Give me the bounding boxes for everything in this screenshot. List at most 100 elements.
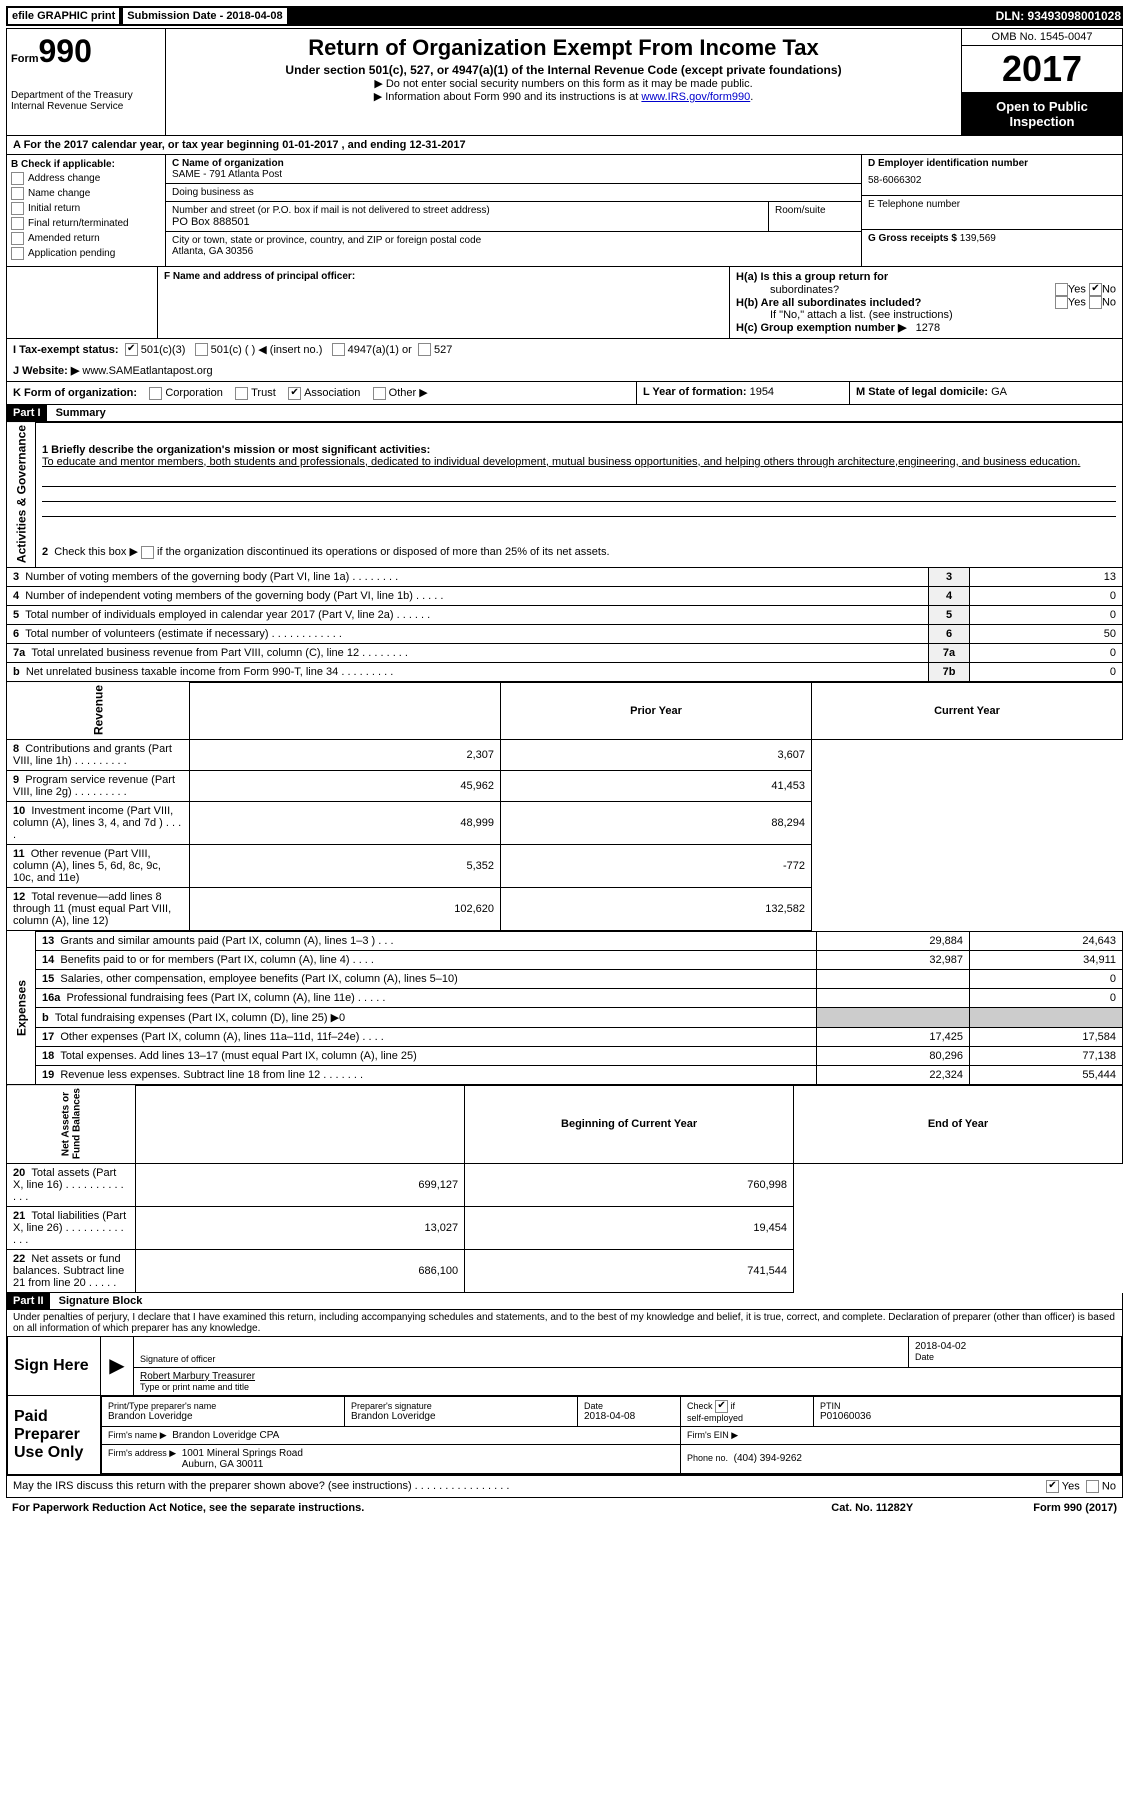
section-a: A For the 2017 calendar year, or tax yea… (6, 136, 1123, 155)
discuss-text: May the IRS discuss this return with the… (13, 1480, 509, 1492)
m-state: M State of legal domicile: GA (849, 382, 1122, 404)
ha-sub: subordinates? (736, 284, 839, 296)
gov-val: 50 (970, 624, 1123, 643)
city-label: City or town, state or province, country… (172, 235, 855, 246)
net-prior: 699,127 (136, 1163, 465, 1206)
k-other-cb[interactable] (373, 387, 386, 400)
hb-note: If "No," attach a list. (see instruction… (736, 309, 1116, 321)
b-checkbox-label: Name change (28, 188, 90, 199)
sig-date-cell: 2018-04-02 Date (909, 1336, 1122, 1367)
submission-date: Submission Date - 2018-04-08 (123, 8, 286, 24)
rev-desc: 11 Other revenue (Part VIII, column (A),… (7, 844, 190, 887)
end-year-header: End of Year (794, 1085, 1123, 1163)
ein-cell: D Employer identification number 58-6066… (862, 155, 1122, 196)
current-year-header: Current Year (811, 682, 1122, 739)
prior-year-header: Prior Year (501, 682, 812, 739)
exp-prior: 29,884 (817, 931, 970, 950)
ptin-label: PTIN (820, 1401, 1114, 1411)
ha-no-cb[interactable] (1089, 283, 1102, 296)
l-val: 1954 (750, 386, 774, 398)
b-checkbox[interactable] (11, 217, 24, 230)
omb-number: OMB No. 1545-0047 (962, 29, 1122, 46)
exp-current: 77,138 (970, 1046, 1123, 1065)
self-emp-cb[interactable] (715, 1400, 728, 1413)
ha-sub-row: subordinates? Yes No (736, 283, 1116, 296)
net-desc: 21 Total liabilities (Part X, line 26) .… (7, 1206, 136, 1249)
part1-badge: Part I (7, 405, 47, 421)
gov-box: 6 (929, 624, 970, 643)
fh-spacer (7, 267, 158, 338)
k-trust-cb[interactable] (235, 387, 248, 400)
exp-current: 17,584 (970, 1027, 1123, 1046)
exp-desc: 13 Grants and similar amounts paid (Part… (36, 931, 817, 950)
row-j: J Website: ▶ www.SAMEatlantapost.org (6, 360, 1123, 382)
i-opt-527: 527 (434, 344, 452, 356)
exp-prior: 80,296 (817, 1046, 970, 1065)
exp-prior (817, 969, 970, 988)
exp-current: 34,911 (970, 950, 1123, 969)
exp-desc: 14 Benefits paid to or for members (Part… (36, 950, 817, 969)
firm-addr-cell: Firm's address ▶ 1001 Mineral Springs Ro… (102, 1444, 681, 1473)
i-4947-cb[interactable] (332, 343, 345, 356)
i-527-cb[interactable] (418, 343, 431, 356)
prep-sig: Brandon Loveridge (351, 1411, 571, 1422)
rev-current: 88,294 (501, 801, 812, 844)
part2-title: Signature Block (53, 1293, 149, 1309)
i-501c-cb[interactable] (195, 343, 208, 356)
dln-number: DLN: 93493098001028 (996, 9, 1121, 23)
b-checkbox[interactable] (11, 172, 24, 185)
col-b: B Check if applicable: Address change Nam… (7, 155, 166, 266)
b-checkbox[interactable] (11, 187, 24, 200)
l-label: L Year of formation: (643, 386, 747, 398)
net-desc: 20 Total assets (Part X, line 16) . . . … (7, 1163, 136, 1206)
b-checkbox-label: Initial return (28, 203, 80, 214)
sig-date-label: Date (915, 1352, 1115, 1362)
rev-current: 3,607 (501, 739, 812, 770)
phone-label2: Phone no. (687, 1453, 728, 1463)
exp-prior-shaded (817, 1007, 970, 1027)
b-checkbox[interactable] (11, 247, 24, 260)
efile-badge[interactable]: efile GRAPHIC print (8, 8, 119, 24)
exp-current: 55,444 (970, 1065, 1123, 1084)
i-501c3-cb[interactable] (125, 343, 138, 356)
header-mid: Return of Organization Exempt From Incom… (166, 29, 961, 135)
prep-sig-label: Preparer's signature (351, 1401, 571, 1411)
discuss-yes-cb[interactable] (1046, 1480, 1059, 1493)
addr-val: PO Box 888501 (172, 216, 762, 228)
gov-val: 0 (970, 586, 1123, 605)
k-assoc-cb[interactable] (288, 387, 301, 400)
b-checkbox[interactable] (11, 202, 24, 215)
hb-yes-cb[interactable] (1055, 296, 1068, 309)
k-assoc: Association (304, 387, 360, 399)
vlabel-expenses: Expenses (7, 931, 36, 1084)
firm-name-cell: Firm's name ▶ Brandon Loveridge CPA (102, 1426, 681, 1444)
discuss-row: May the IRS discuss this return with the… (6, 1476, 1123, 1498)
i-opt-501c: 501(c) ( ) ◀ (insert no.) (211, 343, 323, 356)
ha-yes-cb[interactable] (1055, 283, 1068, 296)
addr-row: Number and street (or P.O. box if mail i… (166, 202, 861, 232)
b-checkbox-label: Application pending (28, 248, 115, 259)
b-label: B Check if applicable: (11, 159, 161, 170)
irs-link[interactable]: www.IRS.gov/form990 (641, 91, 750, 103)
hb-no-cb[interactable] (1089, 296, 1102, 309)
footer-mid: Cat. No. 11282Y (831, 1502, 913, 1514)
vlabel-governance: Activities & Governance (7, 422, 36, 567)
prep-date-label: Date (584, 1401, 674, 1411)
b-checkbox-item: Application pending (11, 247, 161, 260)
b-checkbox-label: Address change (28, 173, 100, 184)
q2-cb[interactable] (141, 546, 154, 559)
gov-desc: b Net unrelated business taxable income … (7, 662, 929, 681)
rev-desc: 10 Investment income (Part VIII, column … (7, 801, 190, 844)
discuss-no-cb[interactable] (1086, 1480, 1099, 1493)
k-corp-cb[interactable] (149, 387, 162, 400)
b-checkbox[interactable] (11, 232, 24, 245)
header-right: OMB No. 1545-0047 2017 Open to Public In… (961, 29, 1122, 135)
exp-desc: 15 Salaries, other compensation, employe… (36, 969, 817, 988)
ha-label: H(a) Is this a group return for (736, 271, 888, 283)
j-label: J Website: ▶ (13, 364, 79, 377)
sig-name-label: Type or print name and title (140, 1382, 1115, 1392)
block-bcd: B Check if applicable: Address change Nam… (6, 155, 1123, 267)
exp-current: 24,643 (970, 931, 1123, 950)
gov-val: 0 (970, 605, 1123, 624)
city-cell: City or town, state or province, country… (166, 232, 861, 260)
